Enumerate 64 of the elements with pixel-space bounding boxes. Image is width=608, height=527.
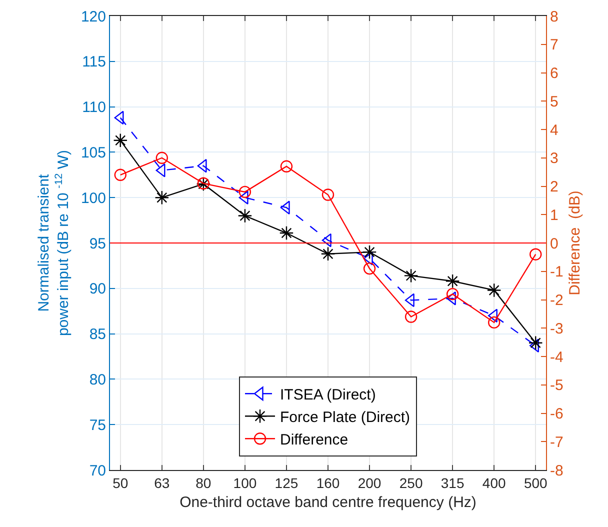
y2-tick-label: 3	[550, 150, 558, 168]
x-tick-label: 200	[358, 474, 382, 491]
x-tick-label: 250	[399, 474, 423, 491]
x-tick-label: 315	[440, 474, 464, 491]
y-tick-label: 70	[89, 462, 106, 480]
point	[156, 152, 168, 164]
point	[528, 336, 543, 350]
point	[445, 274, 460, 288]
point	[530, 248, 542, 260]
legend-label: ITSEA (Direct)	[280, 386, 376, 404]
y2-tick-label: -7	[550, 434, 564, 451]
y-tick-label: 100	[80, 190, 106, 207]
y-tick-label: 95	[89, 235, 106, 252]
point	[446, 288, 459, 300]
point	[154, 190, 170, 205]
y2-tick-label: -5	[550, 377, 564, 394]
y-tick-label: 75	[89, 416, 106, 434]
point	[404, 268, 418, 283]
point	[320, 246, 336, 262]
y2-tick-label: 1	[550, 206, 558, 224]
y2-tick-label: 8	[550, 8, 558, 26]
point	[280, 160, 293, 172]
point	[279, 226, 294, 240]
x-tick-label: 400	[482, 474, 506, 491]
point	[322, 188, 334, 201]
y2-tick-label: -4	[550, 348, 564, 366]
point	[113, 133, 128, 148]
y2-tick-label: -6	[550, 406, 564, 422]
x-tick-label: 500	[524, 474, 548, 491]
y2-tick-label: -2	[550, 292, 564, 309]
x-tick-label: 160	[316, 474, 340, 491]
point	[238, 208, 252, 223]
x-tick-label: 80	[196, 474, 212, 491]
y-tick-label: 115	[82, 54, 106, 71]
y-tick-label: 80	[89, 371, 106, 388]
point	[238, 186, 252, 198]
legend-label: Difference	[280, 431, 348, 448]
legend-label: Force Plate (Direct)	[280, 408, 410, 426]
y2-tick-label: -1	[550, 264, 564, 281]
y-tick-label: 120	[80, 8, 106, 26]
point	[404, 310, 418, 323]
y2-tick-label: 4	[550, 122, 558, 139]
x-tick-label: 125	[274, 474, 298, 491]
y2-tick-label: 2	[550, 178, 558, 196]
point	[488, 316, 500, 329]
y2-tick-label: -3	[550, 320, 564, 338]
y2-tick-label: -8	[550, 462, 564, 480]
y-tick-label: 85	[89, 326, 106, 344]
y-tick-label: 90	[89, 280, 106, 298]
x-tick-label: 100	[233, 474, 257, 491]
y2-axis-title: Difference (dB)	[566, 190, 584, 296]
x-tick-label: 50	[112, 474, 128, 491]
point	[486, 283, 502, 298]
point	[114, 168, 126, 181]
y2-tick-label: 5	[550, 93, 558, 110]
point	[363, 262, 376, 275]
x-axis-title: One-third octave band centre frequency (Hz)	[180, 494, 476, 511]
y-tick-label: 110	[82, 99, 106, 116]
y-tick-label: 105	[80, 144, 106, 162]
x-tick-label: 63	[154, 474, 170, 491]
y2-tick-label: 7	[550, 36, 558, 54]
y2-tick-label: 0	[550, 235, 558, 252]
y2-tick-label: 6	[550, 65, 558, 82]
point	[362, 244, 377, 260]
